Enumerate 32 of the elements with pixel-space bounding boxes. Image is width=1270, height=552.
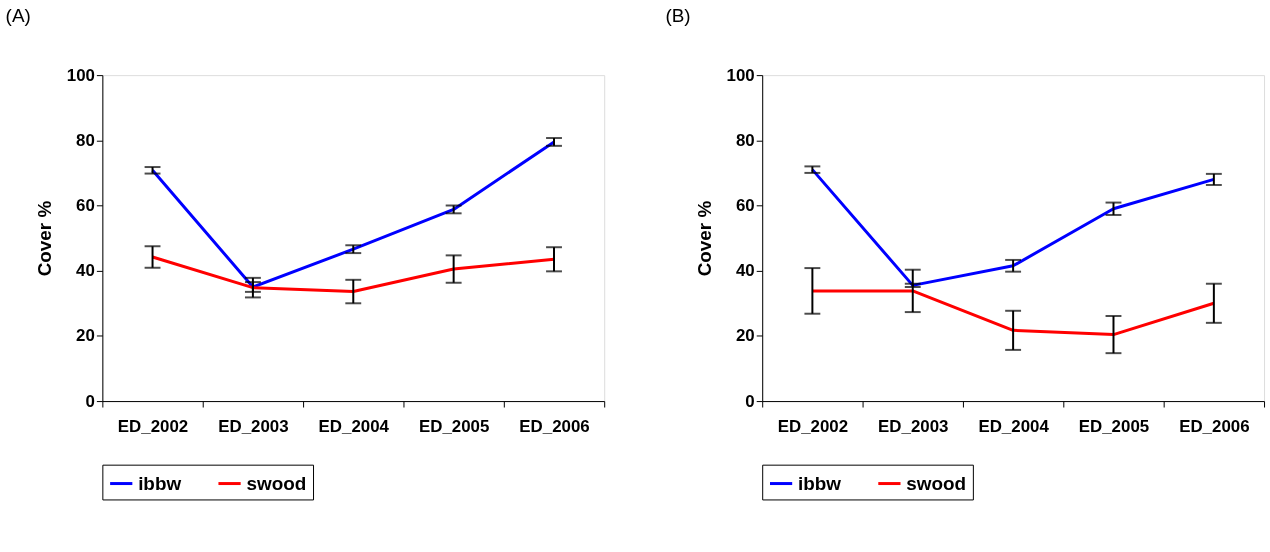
y-tick-label: 80 [76, 130, 95, 150]
legend-label: ibbw [138, 472, 182, 494]
x-tick-label: ED_2004 [978, 417, 1050, 437]
line-series [810, 289, 1216, 337]
legend-label: ibbw [797, 472, 842, 494]
chart-title: (B) [665, 5, 691, 27]
y-tick-label: 0 [85, 391, 95, 411]
y-tick-label: 80 [735, 130, 755, 150]
x-tick-label: ED_2003 [878, 417, 949, 437]
y-tick-label: 100 [66, 65, 95, 85]
y-tick-label: 20 [735, 326, 755, 346]
y-tick-label: 0 [745, 391, 755, 411]
chart-title: (A) [5, 5, 31, 27]
line-series [151, 255, 556, 294]
y-tick-label: 60 [76, 195, 95, 215]
legend-label: swood [246, 472, 307, 494]
y-tick-label: 40 [735, 261, 755, 281]
y-tick-label: 20 [76, 326, 95, 346]
x-tick-label: ED_2006 [519, 417, 590, 437]
x-tick-label: ED_2004 [318, 417, 390, 437]
y-tick-label: 100 [726, 65, 755, 85]
x-tick-label: ED_2006 [1179, 417, 1250, 437]
x-tick-label: ED_2005 [1078, 417, 1150, 437]
y-axis-title: Cover % [33, 200, 55, 277]
x-tick-label: ED_2002 [777, 417, 849, 437]
y-tick-label: 40 [76, 261, 95, 281]
y-tick-label: 60 [735, 195, 755, 215]
y-axis-title: Cover % [693, 200, 715, 277]
x-tick-label: ED_2005 [418, 417, 490, 437]
x-tick-label: ED_2002 [117, 417, 189, 437]
legend-label: swood [906, 472, 967, 494]
x-tick-label: ED_2003 [218, 417, 289, 437]
